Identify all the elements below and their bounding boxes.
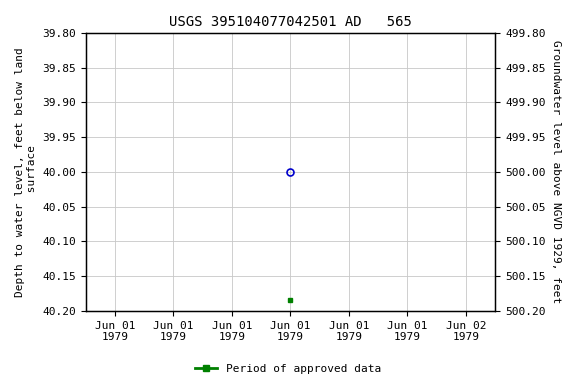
Y-axis label: Depth to water level, feet below land
 surface: Depth to water level, feet below land su…: [15, 47, 37, 297]
Legend: Period of approved data: Period of approved data: [191, 359, 385, 379]
Title: USGS 395104077042501 AD   565: USGS 395104077042501 AD 565: [169, 15, 412, 29]
Y-axis label: Groundwater level above NGVD 1929, feet: Groundwater level above NGVD 1929, feet: [551, 40, 561, 303]
